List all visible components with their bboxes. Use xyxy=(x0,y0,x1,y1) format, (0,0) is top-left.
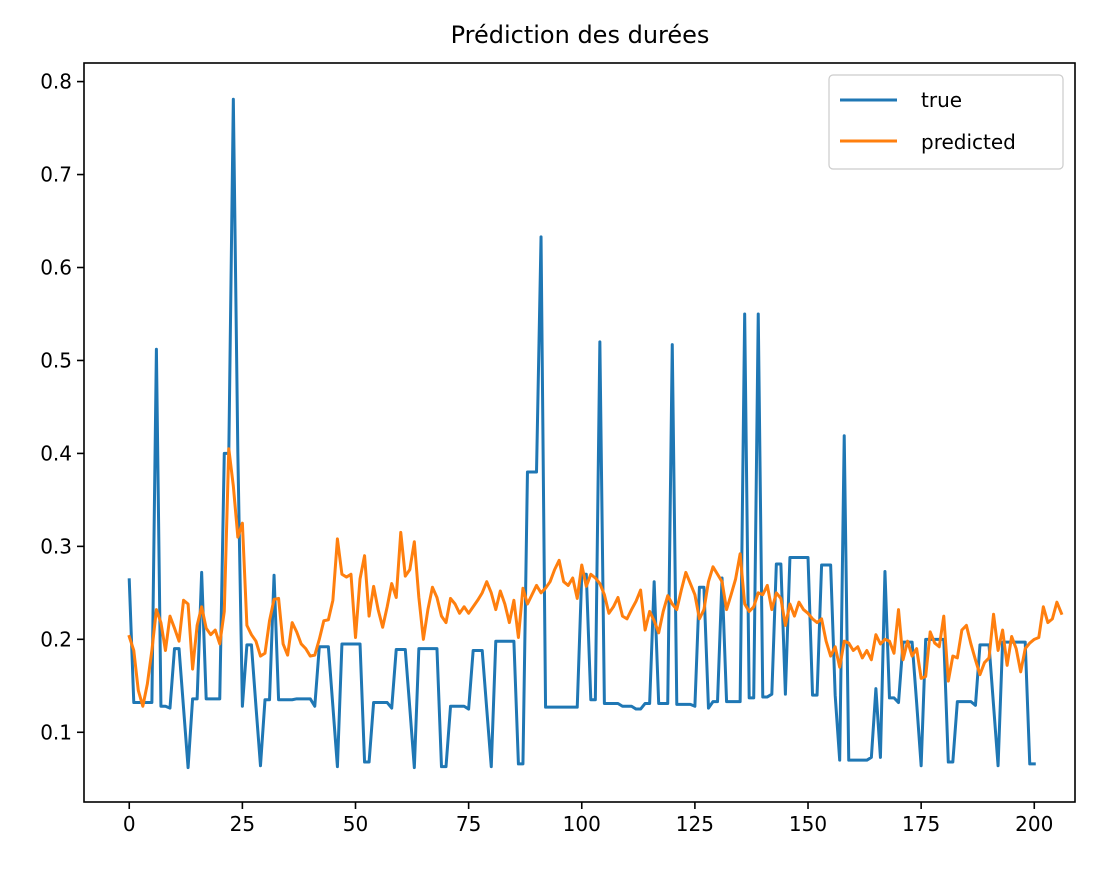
chart-title: Prédiction des durées xyxy=(451,21,710,49)
y-tick-label: 0.8 xyxy=(40,70,72,94)
x-tick-label: 200 xyxy=(1015,812,1053,836)
x-tick-label: 125 xyxy=(676,812,714,836)
y-tick-label: 0.6 xyxy=(40,256,72,280)
plot-frame xyxy=(83,62,1076,803)
legend-label-true: true xyxy=(921,88,962,112)
x-tick-label: 25 xyxy=(230,812,255,836)
x-tick-label: 100 xyxy=(563,812,601,836)
series-line-predicted xyxy=(127,447,1064,708)
y-tick-label: 0.2 xyxy=(40,627,72,651)
legend: true predicted xyxy=(828,74,1064,170)
y-tick-label: 0.3 xyxy=(40,534,72,558)
x-tick-label: 75 xyxy=(456,812,481,836)
legend-label-predicted: predicted xyxy=(921,130,1016,154)
x-tick-label: 50 xyxy=(343,812,368,836)
x-tick-label: 0 xyxy=(123,812,136,836)
y-tick-label: 0.1 xyxy=(40,720,72,744)
plot-area: 0 25 50 75 100 125 150 175 200 0.1 0.2 0.3 0.4 0.5 0.6… xyxy=(40,62,1076,836)
x-tick-label: 150 xyxy=(789,812,827,836)
y-tick-label: 0.7 xyxy=(40,163,72,187)
x-tick-label: 175 xyxy=(902,812,940,836)
y-tick-label: 0.4 xyxy=(40,441,72,465)
y-tick-label: 0.5 xyxy=(40,348,72,372)
